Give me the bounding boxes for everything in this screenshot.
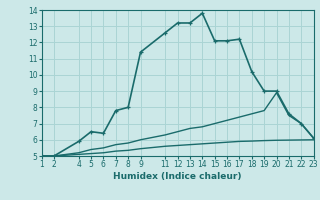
X-axis label: Humidex (Indice chaleur): Humidex (Indice chaleur) — [113, 172, 242, 181]
